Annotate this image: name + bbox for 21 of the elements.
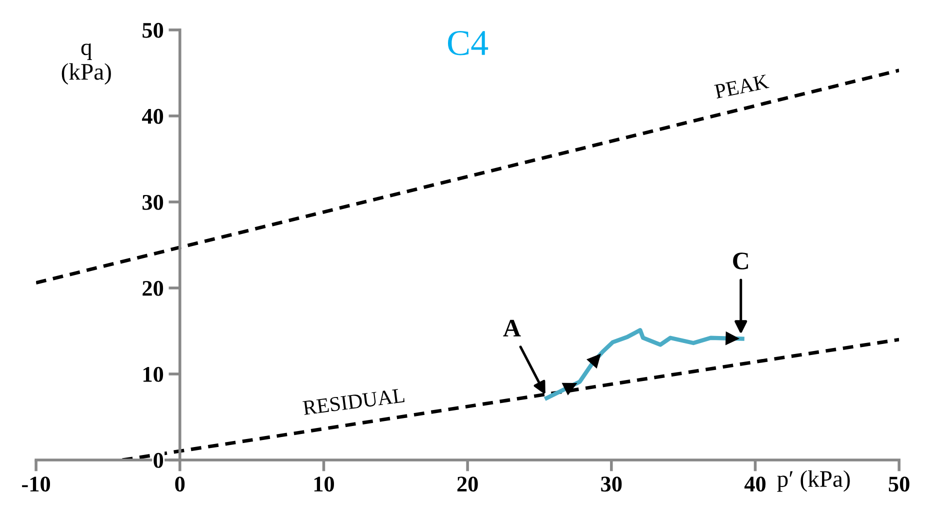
x-tick-label: -10 — [22, 476, 50, 492]
text: PEAK — [714, 74, 770, 98]
x-tick-label: 40 — [744, 476, 766, 492]
x-tick-label: 0 — [175, 476, 185, 492]
x-tick-label: 20 — [457, 476, 478, 492]
y-tick-label: 20 — [142, 280, 164, 296]
y-tick-label: 10 — [143, 366, 164, 382]
y-axis-title: q (kPa) — [62, 44, 111, 85]
chart-title: C4 — [448, 31, 488, 56]
line-series — [544, 328, 744, 400]
x-tick-label: 50 — [888, 476, 910, 492]
annotation: A — [503, 320, 521, 336]
text: RESIDUAL — [302, 388, 405, 416]
x-tick-label: 30 — [601, 476, 622, 492]
y-tick-label: 30 — [142, 194, 164, 210]
x-axis-title: p′ (kPa) — [777, 470, 850, 492]
annotation: C — [733, 252, 748, 270]
y-tick-label: 40 — [142, 108, 164, 124]
y-tick-label: 50 — [142, 22, 164, 38]
x-tick-label: 10 — [314, 476, 334, 492]
y-tick-label: 0 — [154, 452, 164, 468]
